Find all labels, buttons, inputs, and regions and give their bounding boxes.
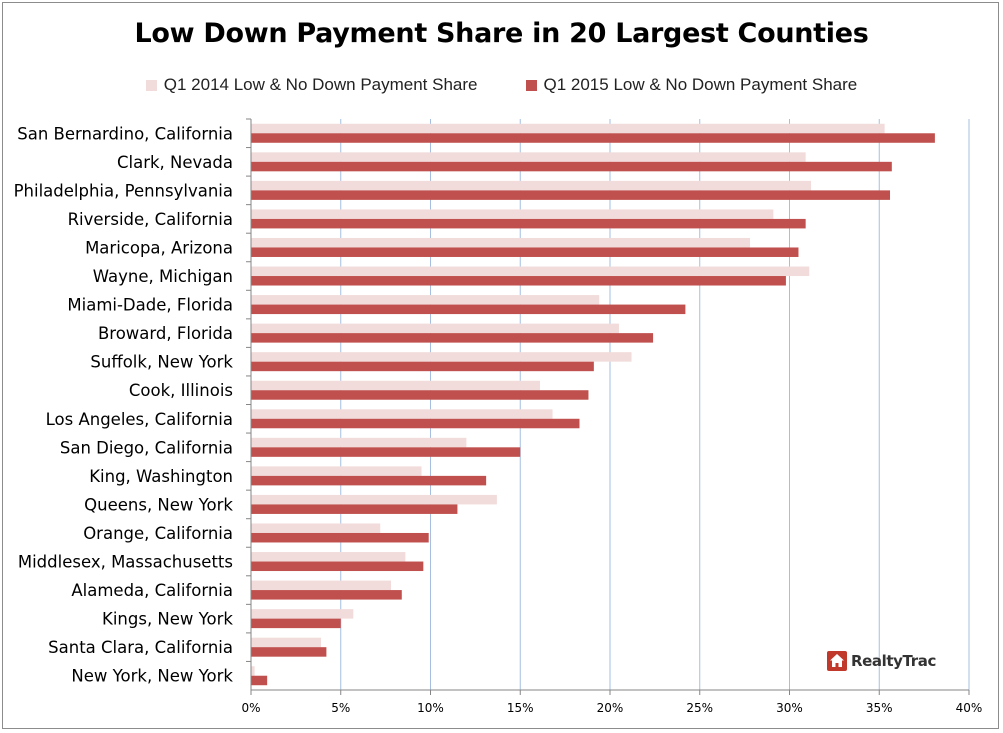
category-label: Orange, California <box>83 524 233 543</box>
category-label: Suffolk, New York <box>90 353 233 372</box>
bars <box>251 123 935 686</box>
category-label: Clark, Nevada <box>117 153 233 172</box>
bar-2014 <box>251 437 467 448</box>
x-tick-label: 25% <box>686 701 713 715</box>
gridlines <box>340 119 970 690</box>
bar-2014 <box>251 666 255 676</box>
bar-2014 <box>251 295 600 305</box>
bar-2015 <box>251 247 799 257</box>
x-tick-label: 5% <box>331 701 350 715</box>
bar-2015 <box>251 161 892 172</box>
bar-2014 <box>251 494 497 505</box>
x-tick-label: 0% <box>241 701 260 715</box>
category-label: Kings, New York <box>102 610 233 629</box>
x-tick-label: 10% <box>417 701 444 715</box>
x-tick-label: 20% <box>597 701 624 715</box>
bar-2015 <box>251 561 424 572</box>
bar-2014 <box>251 380 540 391</box>
bar-2014 <box>251 409 553 419</box>
category-label: Philadelphia, Pennsylvania <box>14 181 233 200</box>
bar-2015 <box>251 590 402 600</box>
bar-2015 <box>251 675 268 686</box>
realtytrac-logo: RealtyTrac <box>827 651 936 671</box>
bar-2014 <box>251 266 810 277</box>
legend-label-2015: Q1 2015 Low & No Down Payment Share <box>543 75 858 94</box>
category-label: Riverside, California <box>68 210 233 229</box>
category-label: King, Washington <box>89 467 233 486</box>
bar-2015 <box>251 333 654 343</box>
category-label: San Bernardino, California <box>17 124 233 143</box>
x-tick-label: 40% <box>956 701 983 715</box>
category-label: Santa Clara, California <box>48 638 233 657</box>
bar-2015 <box>251 418 580 429</box>
bar-2015 <box>251 447 521 457</box>
bar-2015 <box>251 504 458 514</box>
bar-2014 <box>251 637 322 648</box>
x-tick-label: 35% <box>866 701 893 715</box>
category-label: Miami-Dade, Florida <box>67 296 233 315</box>
x-tick-labels: 0% 5% 10% 15% 20% 25% 30% 35% 40% <box>241 701 982 715</box>
bar-2015 <box>251 618 341 629</box>
bar-2015 <box>251 218 806 229</box>
category-label: Wayne, Michigan <box>93 267 233 286</box>
bar-2014 <box>251 580 392 591</box>
category-label: Los Angeles, California <box>46 410 233 429</box>
x-tick-label: 30% <box>776 701 803 715</box>
bar-2015 <box>251 647 327 657</box>
chart-title: Low Down Payment Share in 20 Largest Cou… <box>134 18 869 49</box>
legend-label-2014: Q1 2014 Low & No Down Payment Share <box>163 75 478 94</box>
bar-2014 <box>251 152 806 162</box>
bar-2015 <box>251 133 935 143</box>
category-label: Broward, Florida <box>98 324 233 343</box>
bar-2014 <box>251 323 619 334</box>
bar-2015 <box>251 390 589 400</box>
house-icon <box>827 651 847 671</box>
bar-2015 <box>251 475 487 486</box>
category-label: Alameda, California <box>71 581 233 600</box>
bar-2014 <box>251 237 751 248</box>
category-label: Queens, New York <box>84 495 233 514</box>
bar-2014 <box>251 123 885 134</box>
category-label: Middlesex, Massachusetts <box>18 553 233 572</box>
logo-text: RealtyTrac <box>851 652 936 670</box>
bar-2014 <box>251 209 774 219</box>
bar-2015 <box>251 276 786 286</box>
legend-swatch-2014 <box>145 79 157 91</box>
category-label: New York, New York <box>71 667 233 686</box>
bar-2015 <box>251 361 594 372</box>
axes <box>246 118 970 695</box>
legend-swatch-2015 <box>525 79 537 91</box>
bar-2014 <box>251 552 406 562</box>
bar-2015 <box>251 190 891 200</box>
bar-2015 <box>251 304 686 315</box>
bar-2014 <box>251 352 632 362</box>
x-tick-label: 15% <box>507 701 534 715</box>
category-labels: San Bernardino, California Clark, Nevada P… <box>14 124 234 685</box>
legend: Q1 2014 Low & No Down Payment Share Q1 2… <box>0 75 1003 95</box>
bar-2015 <box>251 532 429 543</box>
bar-2014 <box>251 466 422 476</box>
bar-2014 <box>251 180 812 191</box>
legend-item-2014: Q1 2014 Low & No Down Payment Share <box>145 75 478 95</box>
category-label: Cook, Illinois <box>129 381 233 400</box>
category-label: Maricopa, Arizona <box>85 238 233 257</box>
legend-item-2015: Q1 2015 Low & No Down Payment Share <box>525 75 858 95</box>
bar-2014 <box>251 609 354 619</box>
category-label: San Diego, California <box>60 438 233 457</box>
bar-2014 <box>251 523 381 533</box>
